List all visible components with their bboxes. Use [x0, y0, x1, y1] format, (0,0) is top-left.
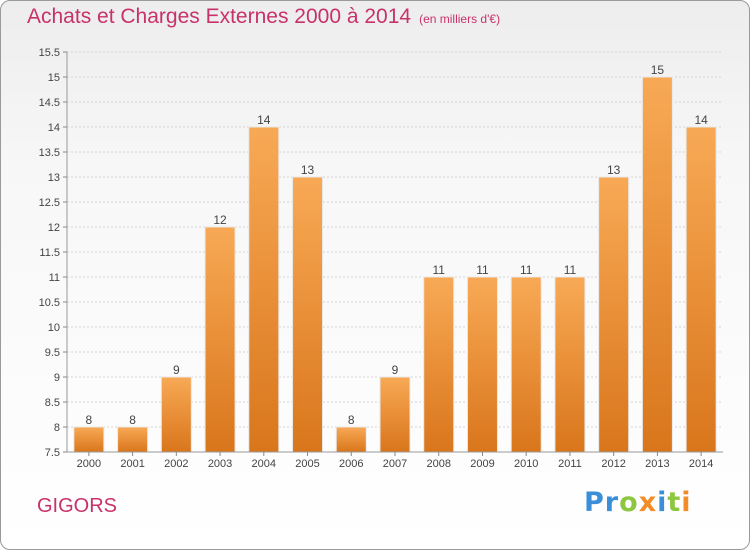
x-tick-label: 2006 [339, 458, 363, 470]
x-tick-label: 2007 [383, 458, 407, 470]
brand-letter: P [584, 487, 605, 518]
x-tick-label: 2002 [164, 458, 188, 470]
chart-title-main: Achats et Charges Externes 2000 à 2014 [27, 5, 412, 28]
y-tick-label: 9 [54, 372, 60, 384]
bar-value-label: 15 [651, 63, 665, 77]
x-tick-label: 2005 [295, 458, 319, 470]
x-tick-label: 2013 [645, 458, 669, 470]
x-tick-label: 2012 [601, 458, 625, 470]
bar-value-label: 12 [213, 213, 227, 227]
y-tick-label: 12 [48, 222, 60, 234]
y-tick-label: 10 [48, 322, 60, 334]
x-tick-label: 2000 [77, 458, 101, 470]
y-tick-label: 14 [48, 122, 60, 134]
commune-name: GIGORS [37, 495, 118, 517]
bar [204, 226, 236, 453]
bar [685, 126, 717, 453]
x-tick-label: 2003 [208, 458, 232, 470]
brand-letter: o [619, 487, 639, 518]
y-tick-label: 8 [54, 422, 60, 434]
proxiti-logo: Proxiti [584, 487, 692, 518]
y-tick-label: 10.5 [39, 297, 60, 309]
value-labels: 8 8 9 12 14 13 8 9 11 11 11 11 13 15 14 [86, 63, 709, 427]
bar-value-label: 8 [129, 413, 136, 427]
brand-letter: i [681, 487, 692, 518]
brand-letter: i [657, 487, 668, 518]
bar-value-label: 13 [607, 163, 621, 177]
bar-value-label: 9 [392, 363, 399, 377]
bar-value-label: 9 [173, 363, 180, 377]
bar-value-label: 14 [694, 113, 708, 127]
y-tick-label: 15.5 [39, 47, 60, 59]
bar [248, 126, 280, 453]
bar [160, 376, 192, 453]
bar [510, 276, 542, 453]
bar [466, 276, 498, 453]
x-tick-label: 2011 [558, 458, 582, 470]
brand-letter: r [604, 487, 620, 518]
x-tick-label: 2004 [252, 458, 276, 470]
y-tick-label: 13 [48, 172, 60, 184]
bar-value-label: 11 [432, 263, 445, 277]
bar-value-label: 11 [520, 263, 533, 277]
x-tick-label: 2009 [470, 458, 494, 470]
y-tick-label: 14.5 [39, 97, 60, 109]
chart-title-unit: (en milliers d'€) [419, 12, 501, 26]
bars [73, 76, 717, 453]
bar-value-label: 11 [564, 263, 577, 277]
bar-value-label: 14 [257, 113, 271, 127]
bar [73, 426, 105, 453]
x-axis-ticks: 2000 2001 2002 2003 2004 2005 2006 2007 2008 2009… [77, 452, 713, 470]
x-tick-label: 2001 [120, 458, 144, 470]
bar [554, 276, 586, 453]
brand-letter: x [638, 487, 658, 518]
x-tick-label: 2014 [689, 458, 713, 470]
y-tick-label: 12.5 [39, 197, 60, 209]
bar [292, 176, 324, 453]
bar-value-label: 11 [476, 263, 489, 277]
brand-letter: t [667, 487, 682, 518]
bar-value-label: 13 [301, 163, 315, 177]
y-tick-label: 7.5 [45, 447, 60, 459]
y-tick-label: 15 [48, 72, 60, 84]
bar [117, 426, 149, 453]
bar [423, 276, 455, 453]
y-tick-label: 11.5 [39, 247, 60, 259]
y-tick-label: 11 [49, 272, 60, 284]
y-tick-label: 8.5 [45, 397, 60, 409]
bar [379, 376, 411, 453]
y-axis-ticks: 7.5 8 8.5 9 9.5 10 10.5 11 11.5 12 12.5 13 13.5 14 14.… [39, 47, 67, 459]
y-tick-label: 9.5 [45, 347, 60, 359]
chart-title: Achats et Charges Externes 2000 à 2014 (e… [27, 5, 500, 29]
x-tick-label: 2008 [426, 458, 450, 470]
y-tick-label: 13.5 [39, 147, 60, 159]
bar [641, 76, 673, 453]
bar [598, 176, 630, 453]
bar-value-label: 8 [86, 413, 93, 427]
bar [335, 426, 367, 453]
bar-value-label: 8 [348, 413, 355, 427]
x-tick-label: 2010 [514, 458, 538, 470]
